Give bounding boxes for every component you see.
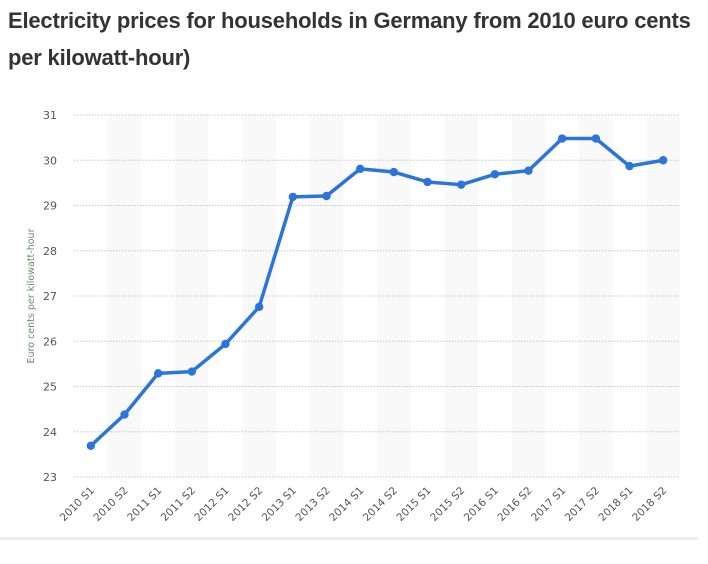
data-point: [322, 191, 331, 201]
x-tick-label: 2017 S1: [529, 485, 568, 524]
data-point: [490, 170, 500, 179]
x-tick-label: 2017 S2: [563, 485, 602, 524]
data-point: [423, 177, 432, 187]
column-band: [242, 115, 276, 477]
y-tick-label: 29: [43, 200, 57, 213]
data-point: [625, 161, 634, 171]
x-tick-label: 2011 S1: [125, 485, 164, 524]
x-tick-label: 2016 S1: [462, 485, 501, 524]
x-tick-label: 2015 S1: [394, 485, 433, 524]
y-tick-label: 24: [43, 426, 57, 439]
data-point: [355, 164, 365, 174]
y-axis-title: Euro cents per kilowatt-hour: [26, 228, 37, 363]
data-point: [591, 134, 601, 143]
y-tick-label: 30: [43, 154, 57, 167]
y-tick-label: 31: [43, 109, 57, 122]
x-tick-label: 2014 S1: [327, 485, 366, 524]
data-point: [221, 339, 230, 349]
data-point: [658, 156, 668, 165]
data-point: [288, 192, 298, 202]
data-point: [254, 302, 264, 312]
x-tick-label: 2016 S2: [495, 485, 534, 524]
y-tick-label: 27: [43, 290, 57, 303]
data-point: [153, 369, 163, 378]
x-tick-label: 2012 S1: [192, 485, 231, 524]
divider: [0, 537, 698, 540]
data-point: [456, 180, 466, 189]
series-line: [89, 136, 664, 448]
data-point: [86, 441, 96, 450]
chart-title: Electricity prices for households in Ger…: [8, 8, 691, 70]
y-tick-label: 23: [43, 471, 57, 484]
x-tick-label: 2011 S2: [159, 485, 198, 524]
data-point: [120, 410, 129, 419]
x-tick-label: 2013 S2: [293, 485, 332, 524]
x-tick-label: 2012 S2: [226, 485, 265, 524]
column-band: [107, 115, 142, 477]
x-tick-label: 2014 S2: [361, 485, 400, 524]
x-tick-label: 2010 S2: [91, 485, 130, 524]
data-point: [389, 167, 399, 177]
data-point: [557, 134, 567, 143]
data-point: [524, 166, 533, 175]
y-tick-label: 28: [43, 245, 57, 258]
x-tick-label: 2018 S1: [596, 485, 635, 524]
x-tick-label: 2015 S2: [428, 485, 467, 524]
x-tick-label: 2018 S2: [630, 485, 669, 524]
data-point: [187, 367, 197, 376]
y-tick-label: 25: [43, 381, 57, 394]
x-tick-label: 2010 S1: [58, 485, 97, 524]
y-tick-label: 26: [43, 335, 57, 348]
x-tick-label: 2013 S1: [260, 485, 299, 524]
